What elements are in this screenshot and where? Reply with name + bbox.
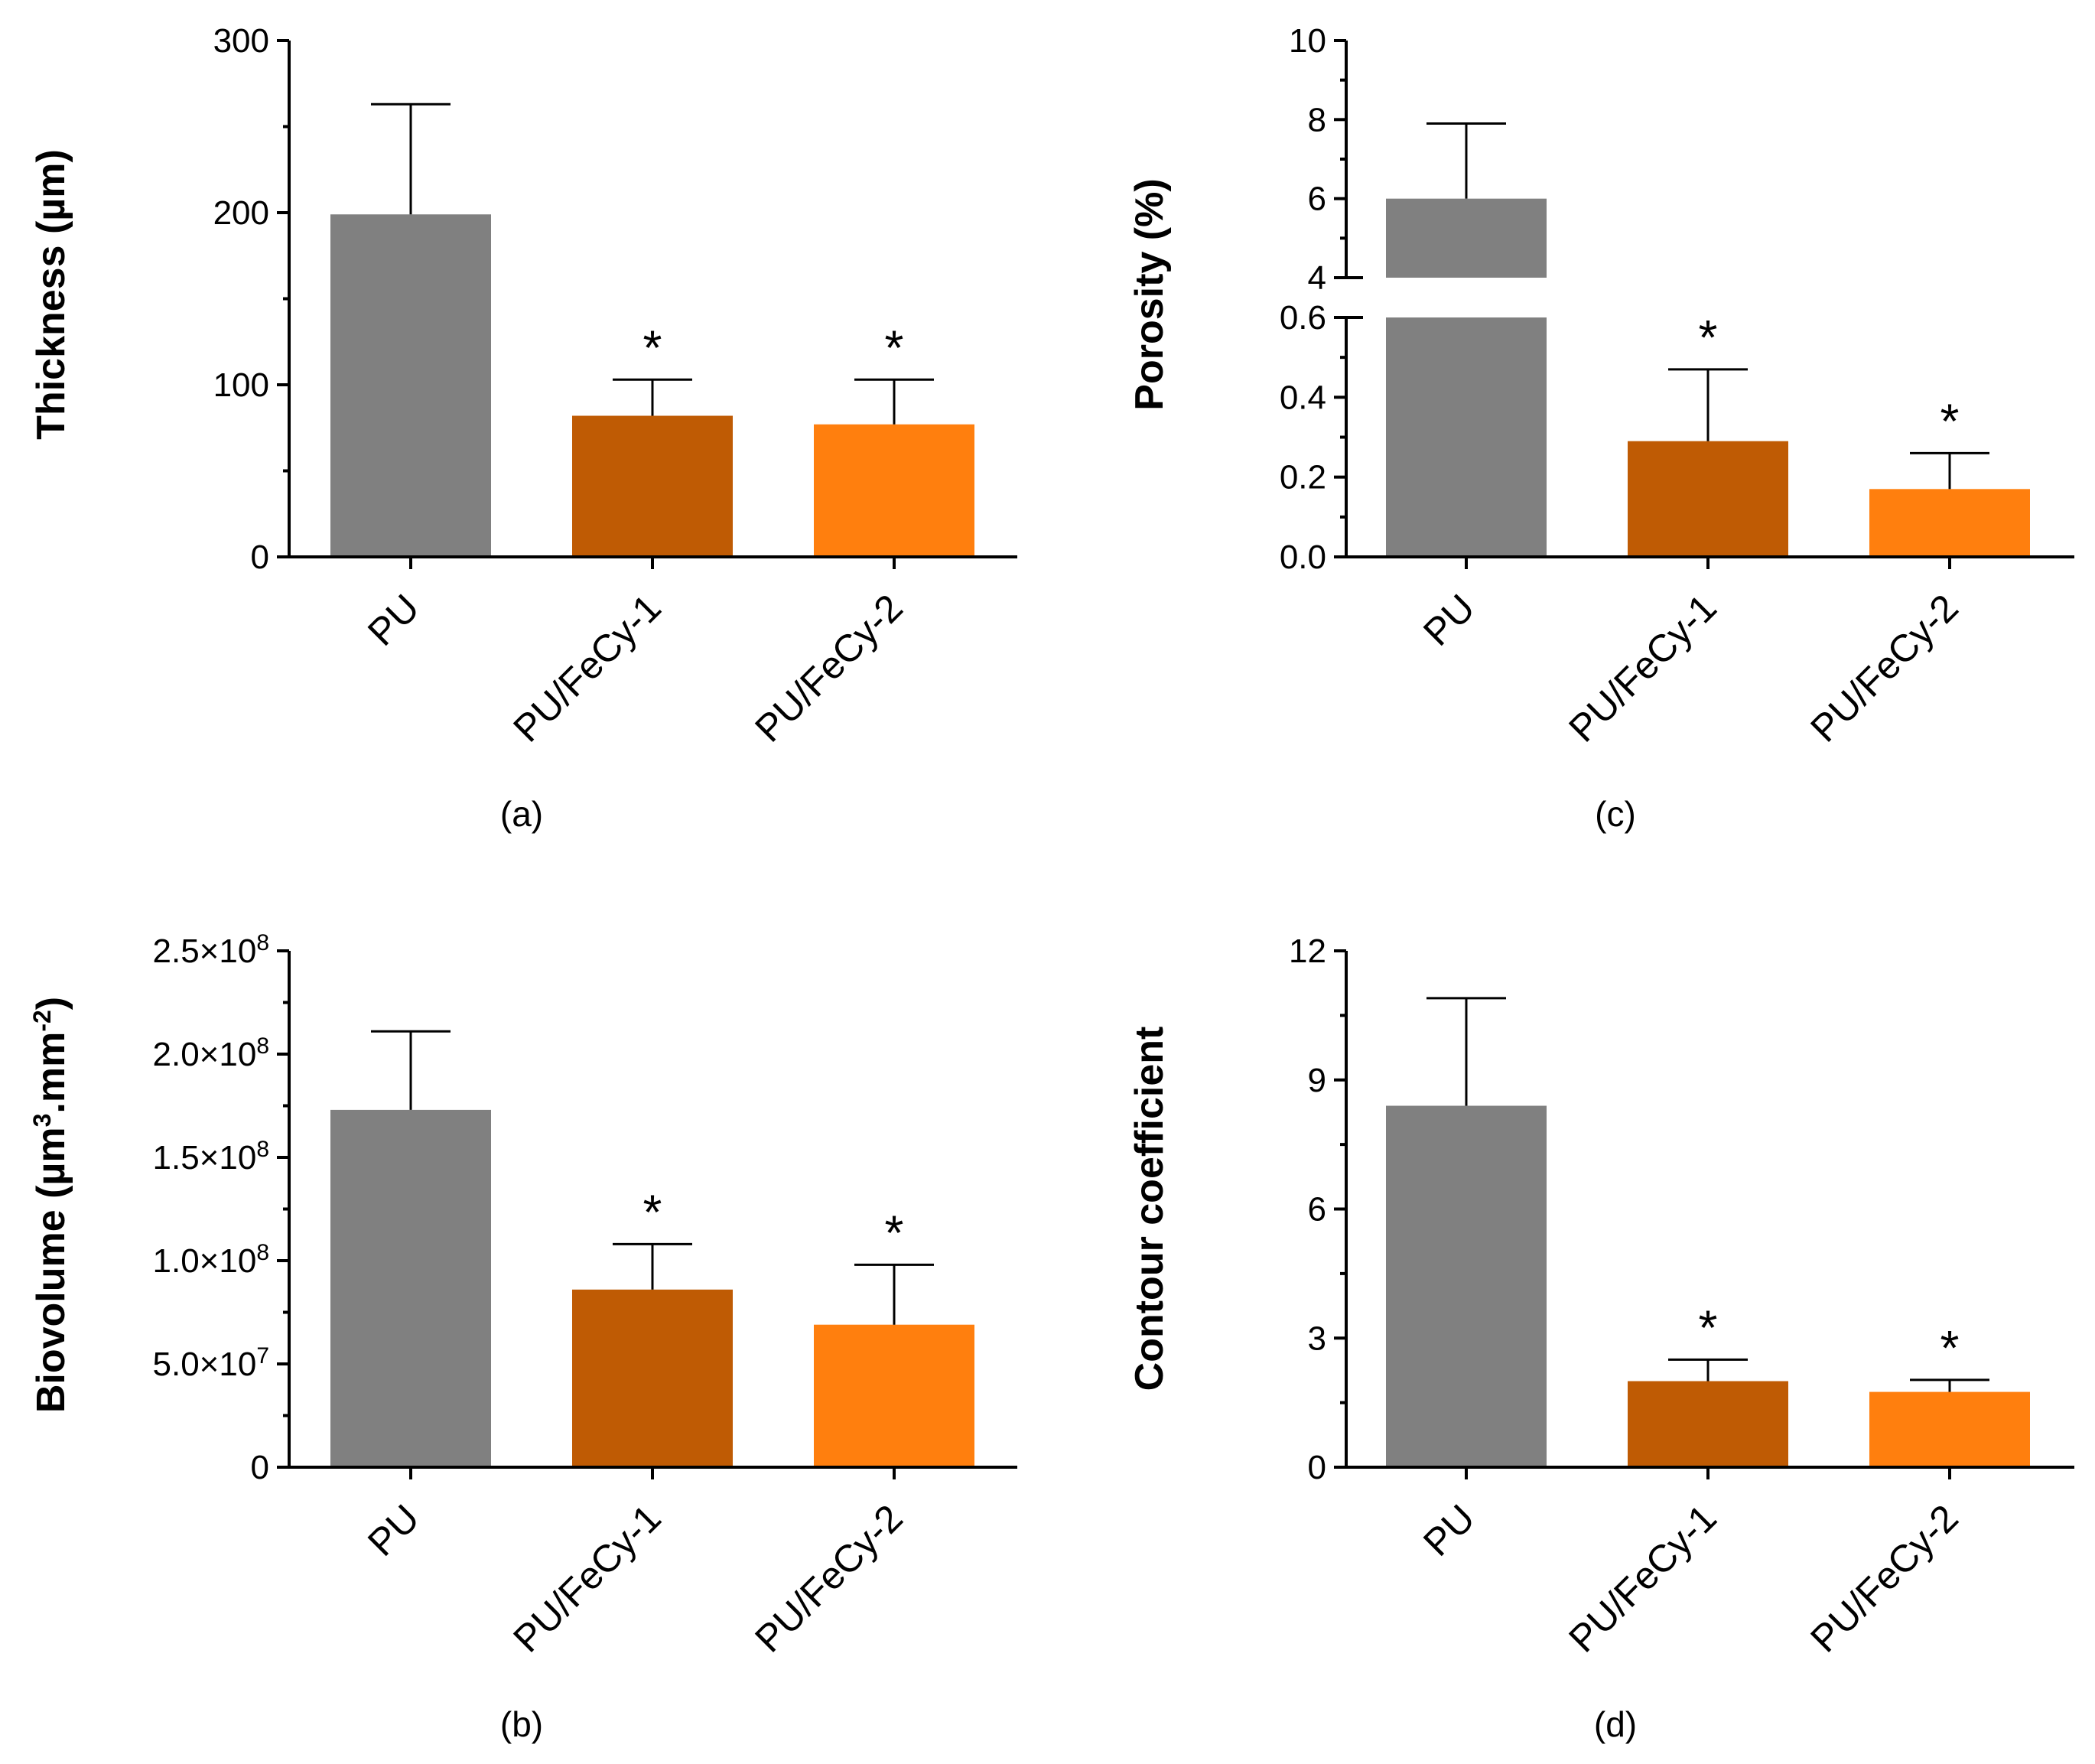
- panel-caption: (a): [500, 794, 543, 834]
- significance-star-pu-fecy-1: *: [643, 320, 662, 375]
- bar-pu-fecy-2: [814, 1324, 974, 1466]
- y-tick-label-upper: 10: [1289, 22, 1326, 60]
- y-tick-label-lower: 0.2: [1280, 459, 1326, 496]
- y-tick-label: 0: [1308, 1449, 1326, 1486]
- significance-star-pu-fecy-1: *: [1699, 310, 1718, 365]
- y-tick-label: 200: [213, 194, 269, 232]
- bar-pu-fecy-2: [814, 424, 974, 555]
- bar-pu-fecy-2: [1869, 489, 2030, 555]
- y-tick-label-base: 1.5×10: [153, 1139, 257, 1177]
- y-axis-title-part: ): [29, 997, 73, 1010]
- y-tick-label: 2.5×108: [153, 930, 270, 971]
- bar-pu-lower: [1386, 317, 1547, 555]
- y-axis-title-part: Biovolume (µm: [29, 1127, 73, 1413]
- y-tick-label-upper: 8: [1308, 101, 1326, 138]
- y-tick-label-base: 2.5×10: [153, 932, 257, 970]
- y-tick-label-lower: 0.0: [1280, 539, 1326, 576]
- panel-caption: (b): [500, 1704, 543, 1744]
- panel-caption: (c): [1595, 794, 1636, 834]
- bar-pu-fecy-1: [1628, 441, 1788, 555]
- y-tick-label: 9: [1308, 1062, 1326, 1099]
- significance-star-pu-fecy-1: *: [643, 1184, 662, 1239]
- y-tick-label: 6: [1308, 1191, 1326, 1229]
- y-tick-label-base: 5.0×10: [153, 1346, 257, 1383]
- y-tick-label-exponent: 8: [256, 1137, 269, 1162]
- y-tick-label: 300: [213, 22, 269, 60]
- significance-star-pu-fecy-2: *: [1940, 1320, 1960, 1375]
- y-tick-label: 5.0×107: [153, 1343, 270, 1384]
- y-tick-label: 0: [251, 1449, 269, 1486]
- y-axis-title: Porosity (%): [1127, 178, 1172, 410]
- y-tick-label: 1.0×108: [153, 1240, 270, 1281]
- bar-pu-fecy-1: [572, 415, 733, 555]
- y-axis-title-superscript: -2: [28, 1010, 56, 1031]
- bar-pu-fecy-1: [1628, 1381, 1788, 1466]
- y-tick-label: 0: [251, 539, 269, 576]
- y-axis-title: Thickness (µm): [29, 149, 73, 440]
- bar-pu-upper: [1386, 198, 1547, 278]
- y-tick-label: 1.5×108: [153, 1137, 270, 1177]
- y-tick-label: 2.0×108: [153, 1033, 270, 1074]
- y-axis-title: Biovolume (µm3.mm-2): [28, 997, 73, 1413]
- bar-pu: [330, 214, 491, 555]
- bar-pu: [1386, 1105, 1547, 1466]
- y-tick-label-base: 1.0×10: [153, 1242, 257, 1280]
- significance-star-pu-fecy-2: *: [885, 1205, 904, 1260]
- bar-pu-fecy-2: [1869, 1391, 2030, 1466]
- y-tick-label-upper: 6: [1308, 181, 1326, 218]
- y-tick-label-exponent: 8: [256, 1033, 269, 1059]
- y-tick-label-lower: 0.6: [1280, 299, 1326, 337]
- y-tick-label-exponent: 8: [256, 930, 269, 955]
- y-axis-title-part: .mm: [29, 1032, 73, 1114]
- bar-pu: [330, 1109, 491, 1466]
- y-axis-title-superscript: 3: [28, 1114, 56, 1128]
- y-tick-label-base: 0: [251, 1449, 269, 1486]
- panel-caption: (d): [1594, 1704, 1637, 1744]
- y-tick-label-exponent: 7: [256, 1343, 269, 1369]
- y-tick-label: 100: [213, 366, 269, 404]
- bar-pu-fecy-1: [572, 1289, 733, 1466]
- y-tick-label-upper: 4: [1308, 259, 1326, 297]
- y-tick-label: 3: [1308, 1320, 1326, 1357]
- y-tick-label-lower: 0.4: [1280, 379, 1326, 416]
- y-tick-label: 12: [1289, 932, 1326, 970]
- significance-star-pu-fecy-1: *: [1699, 1300, 1718, 1355]
- y-tick-label-exponent: 8: [256, 1240, 269, 1265]
- significance-star-pu-fecy-2: *: [1940, 393, 1960, 448]
- y-tick-label-base: 2.0×10: [153, 1036, 257, 1073]
- significance-star-pu-fecy-2: *: [885, 320, 904, 375]
- y-axis-title: Contour coefficient: [1127, 1027, 1172, 1391]
